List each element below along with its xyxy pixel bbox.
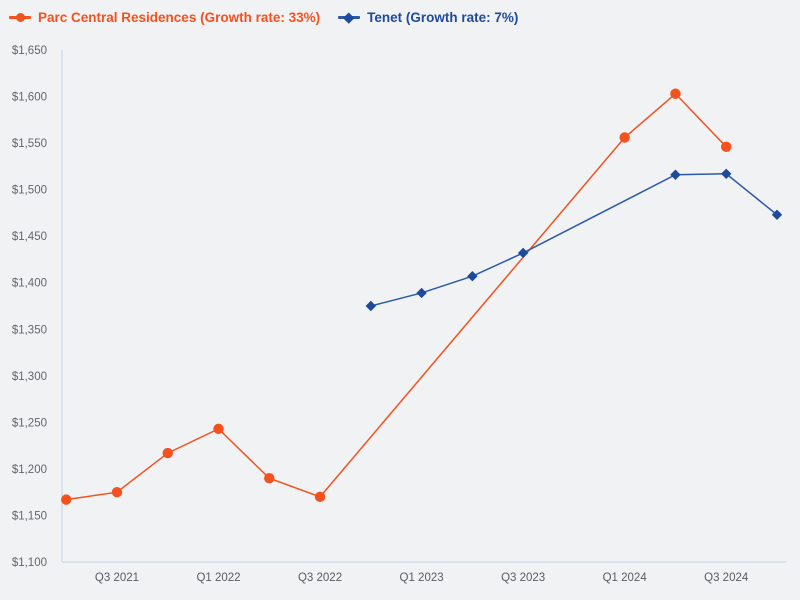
y-axis-tick-label: $1,100 xyxy=(12,557,47,569)
data-point-diamond xyxy=(517,247,529,259)
data-point-circle xyxy=(60,494,72,505)
x-axis-tick-label: Q1 2022 xyxy=(196,572,240,584)
line-circle-marker-icon xyxy=(9,12,31,22)
x-axis-tick-label: Q1 2024 xyxy=(603,572,648,584)
data-point-circle xyxy=(162,447,173,459)
y-axis-tick-label: $1,500 xyxy=(12,185,47,197)
data-point-circle xyxy=(670,88,681,99)
legend-label-tenet: Tenet (Growth rate: 7%) xyxy=(367,10,519,25)
data-point-circle xyxy=(314,491,326,503)
data-point-diamond xyxy=(416,287,427,299)
line-diamond-marker-icon xyxy=(338,12,361,23)
y-axis-tick-label: $1,250 xyxy=(12,417,47,429)
legend-item-parc-central-residences[interactable]: Parc Central Residences (Growth rate: 33… xyxy=(9,10,320,25)
chart-legend: Parc Central Residences (Growth rate: 33… xyxy=(9,10,518,25)
data-point-circle xyxy=(264,473,275,484)
y-axis-tick-label: $1,400 xyxy=(12,278,47,290)
x-axis-tick-label: Q3 2023 xyxy=(501,572,545,584)
data-point-diamond xyxy=(670,169,681,180)
legend-label-parc-central-residences: Parc Central Residences (Growth rate: 33… xyxy=(38,10,321,25)
y-axis-tick-label: $1,300 xyxy=(12,371,47,383)
x-axis-tick-label: Q3 2021 xyxy=(95,572,139,584)
data-point-circle xyxy=(111,486,123,498)
y-axis-tick-label: $1,600 xyxy=(12,92,47,104)
data-point-diamond xyxy=(771,209,783,220)
y-axis-tick-label: $1,650 xyxy=(12,45,47,57)
y-axis-tick-label: $1,450 xyxy=(12,231,47,243)
legend-item-tenet[interactable]: Tenet (Growth rate: 7%) xyxy=(338,10,518,25)
x-axis-tick-label: Q3 2022 xyxy=(298,572,342,584)
series-line xyxy=(66,92,727,501)
y-axis-tick-label: $1,350 xyxy=(12,324,47,336)
data-point-circle xyxy=(213,423,224,435)
data-point-diamond xyxy=(721,168,732,180)
y-axis-tick-label: $1,200 xyxy=(12,464,47,476)
y-axis-tick-label: $1,550 xyxy=(12,138,47,150)
data-point-diamond xyxy=(467,271,478,282)
data-point-circle xyxy=(721,141,732,153)
series-line xyxy=(370,173,778,307)
data-point-circle xyxy=(619,132,630,143)
data-point-diamond xyxy=(365,300,377,312)
x-axis-tick-label: Q3 2024 xyxy=(704,572,749,584)
y-axis-tick-label: $1,150 xyxy=(12,510,47,522)
x-axis-tick-label: Q1 2023 xyxy=(400,572,444,584)
